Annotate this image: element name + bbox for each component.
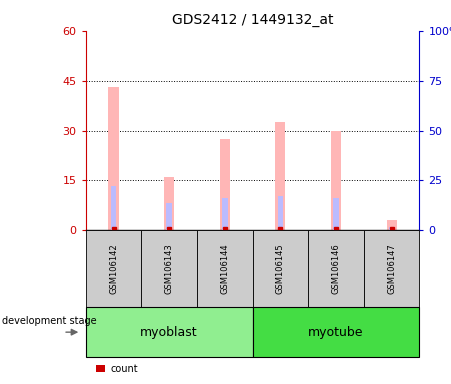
- Text: GSM106147: GSM106147: [387, 243, 396, 294]
- Bar: [111, 187, 116, 230]
- Bar: [96, 365, 105, 372]
- Bar: [166, 204, 172, 230]
- Bar: [141, 230, 197, 307]
- Bar: [276, 122, 285, 230]
- Text: myotube: myotube: [308, 326, 364, 339]
- Text: GSM106144: GSM106144: [220, 243, 229, 294]
- Bar: [220, 139, 230, 230]
- Bar: [308, 230, 364, 307]
- Text: development stage: development stage: [2, 316, 97, 326]
- Bar: [333, 199, 339, 230]
- Text: myoblast: myoblast: [140, 326, 198, 339]
- Text: GSM106143: GSM106143: [165, 243, 174, 294]
- Bar: [364, 230, 419, 307]
- Bar: [278, 197, 283, 230]
- Text: GSM106145: GSM106145: [276, 243, 285, 294]
- Text: GSM106146: GSM106146: [331, 243, 341, 294]
- Bar: [86, 307, 253, 357]
- Bar: [389, 227, 394, 230]
- Bar: [109, 87, 119, 230]
- Text: GSM106142: GSM106142: [109, 243, 118, 294]
- Bar: [253, 307, 419, 357]
- Bar: [253, 230, 308, 307]
- Bar: [86, 230, 141, 307]
- Text: count: count: [110, 364, 138, 374]
- Bar: [164, 177, 174, 230]
- Title: GDS2412 / 1449132_at: GDS2412 / 1449132_at: [172, 13, 333, 27]
- Bar: [222, 199, 227, 230]
- Bar: [197, 230, 253, 307]
- Bar: [387, 220, 396, 230]
- Bar: [331, 131, 341, 230]
